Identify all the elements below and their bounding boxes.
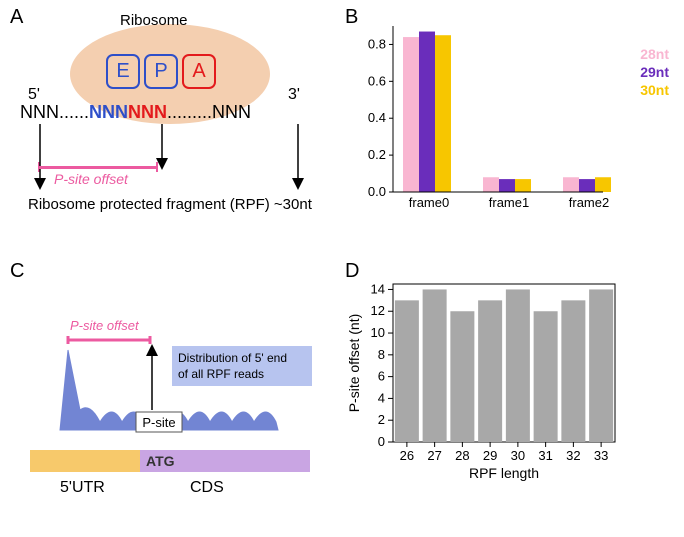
panel-b-label: B: [345, 6, 358, 29]
svg-text:8: 8: [378, 347, 385, 362]
legend-28nt: 28nt: [640, 46, 669, 62]
svg-text:2: 2: [378, 412, 385, 427]
frame-bar-chart: 0.0 0.2 0.4 0.6 0.8 frame0 frame1 frame2: [363, 22, 613, 232]
legend-29nt: 29nt: [640, 64, 669, 80]
svg-text:0.0: 0.0: [368, 184, 386, 199]
svg-text:31: 31: [538, 448, 552, 463]
svg-text:frame0: frame0: [409, 195, 449, 210]
legend-30nt: 30nt: [640, 82, 669, 98]
svg-text:12: 12: [371, 303, 385, 318]
panel-a: A Ribosome E P A 5' 3' NNN......NNNNNN..…: [10, 6, 320, 236]
svg-text:0.2: 0.2: [368, 147, 386, 162]
svg-text:frame2: frame2: [569, 195, 609, 210]
svg-text:0.8: 0.8: [368, 36, 386, 51]
svg-text:32: 32: [566, 448, 580, 463]
panel-c-label: C: [10, 260, 24, 283]
svg-text:frame1: frame1: [489, 195, 529, 210]
psite-offset-chart: 0 2 4 6 8 10 12 14 26 27 28 29 30 31 32 33 RPF length P-s…: [345, 276, 675, 526]
svg-text:P-site: P-site: [142, 415, 175, 430]
svg-text:0: 0: [378, 434, 385, 449]
svg-text:5'UTR: 5'UTR: [60, 479, 105, 496]
svg-text:14: 14: [371, 281, 385, 296]
svg-text:27: 27: [427, 448, 441, 463]
svg-text:P-site offset: P-site offset: [70, 318, 140, 333]
svg-text:26: 26: [400, 448, 414, 463]
svg-text:of all RPF reads: of all RPF reads: [178, 367, 264, 381]
svg-text:CDS: CDS: [190, 479, 224, 496]
svg-text:ATG: ATG: [146, 453, 175, 469]
psite-offset-bar: [38, 166, 158, 169]
svg-text:0.6: 0.6: [368, 73, 386, 88]
svg-text:P-site offset (nt): P-site offset (nt): [346, 314, 362, 413]
panel-d: D 024681012142627282930313233RPF lengthP…: [345, 260, 675, 525]
panel-c-diagram: ATG 5'UTR CDS P-site offset P-site Distributi…: [30, 300, 320, 510]
svg-text:0.4: 0.4: [368, 110, 386, 125]
panel-a-arrows: [10, 6, 320, 236]
svg-text:30: 30: [511, 448, 525, 463]
panel-b: B 0.0 0.2 0.4 0.6 0.8 frame0 frame1 frame2 28nt…: [345, 6, 675, 236]
panel-c: C ATG 5'UTR CDS P-site offset P-site Distribu…: [10, 260, 320, 520]
svg-text:28: 28: [455, 448, 469, 463]
psite-offset-label: P-site offset: [54, 171, 128, 187]
svg-text:33: 33: [594, 448, 608, 463]
svg-text:6: 6: [378, 369, 385, 384]
svg-text:29: 29: [483, 448, 497, 463]
svg-text:10: 10: [371, 325, 385, 340]
svg-text:4: 4: [378, 390, 385, 405]
svg-text:RPF length: RPF length: [469, 465, 539, 481]
legend-b: 28nt 29nt 30nt: [640, 46, 669, 100]
svg-text:Distribution of 5' end: Distribution of 5' end: [178, 351, 287, 365]
